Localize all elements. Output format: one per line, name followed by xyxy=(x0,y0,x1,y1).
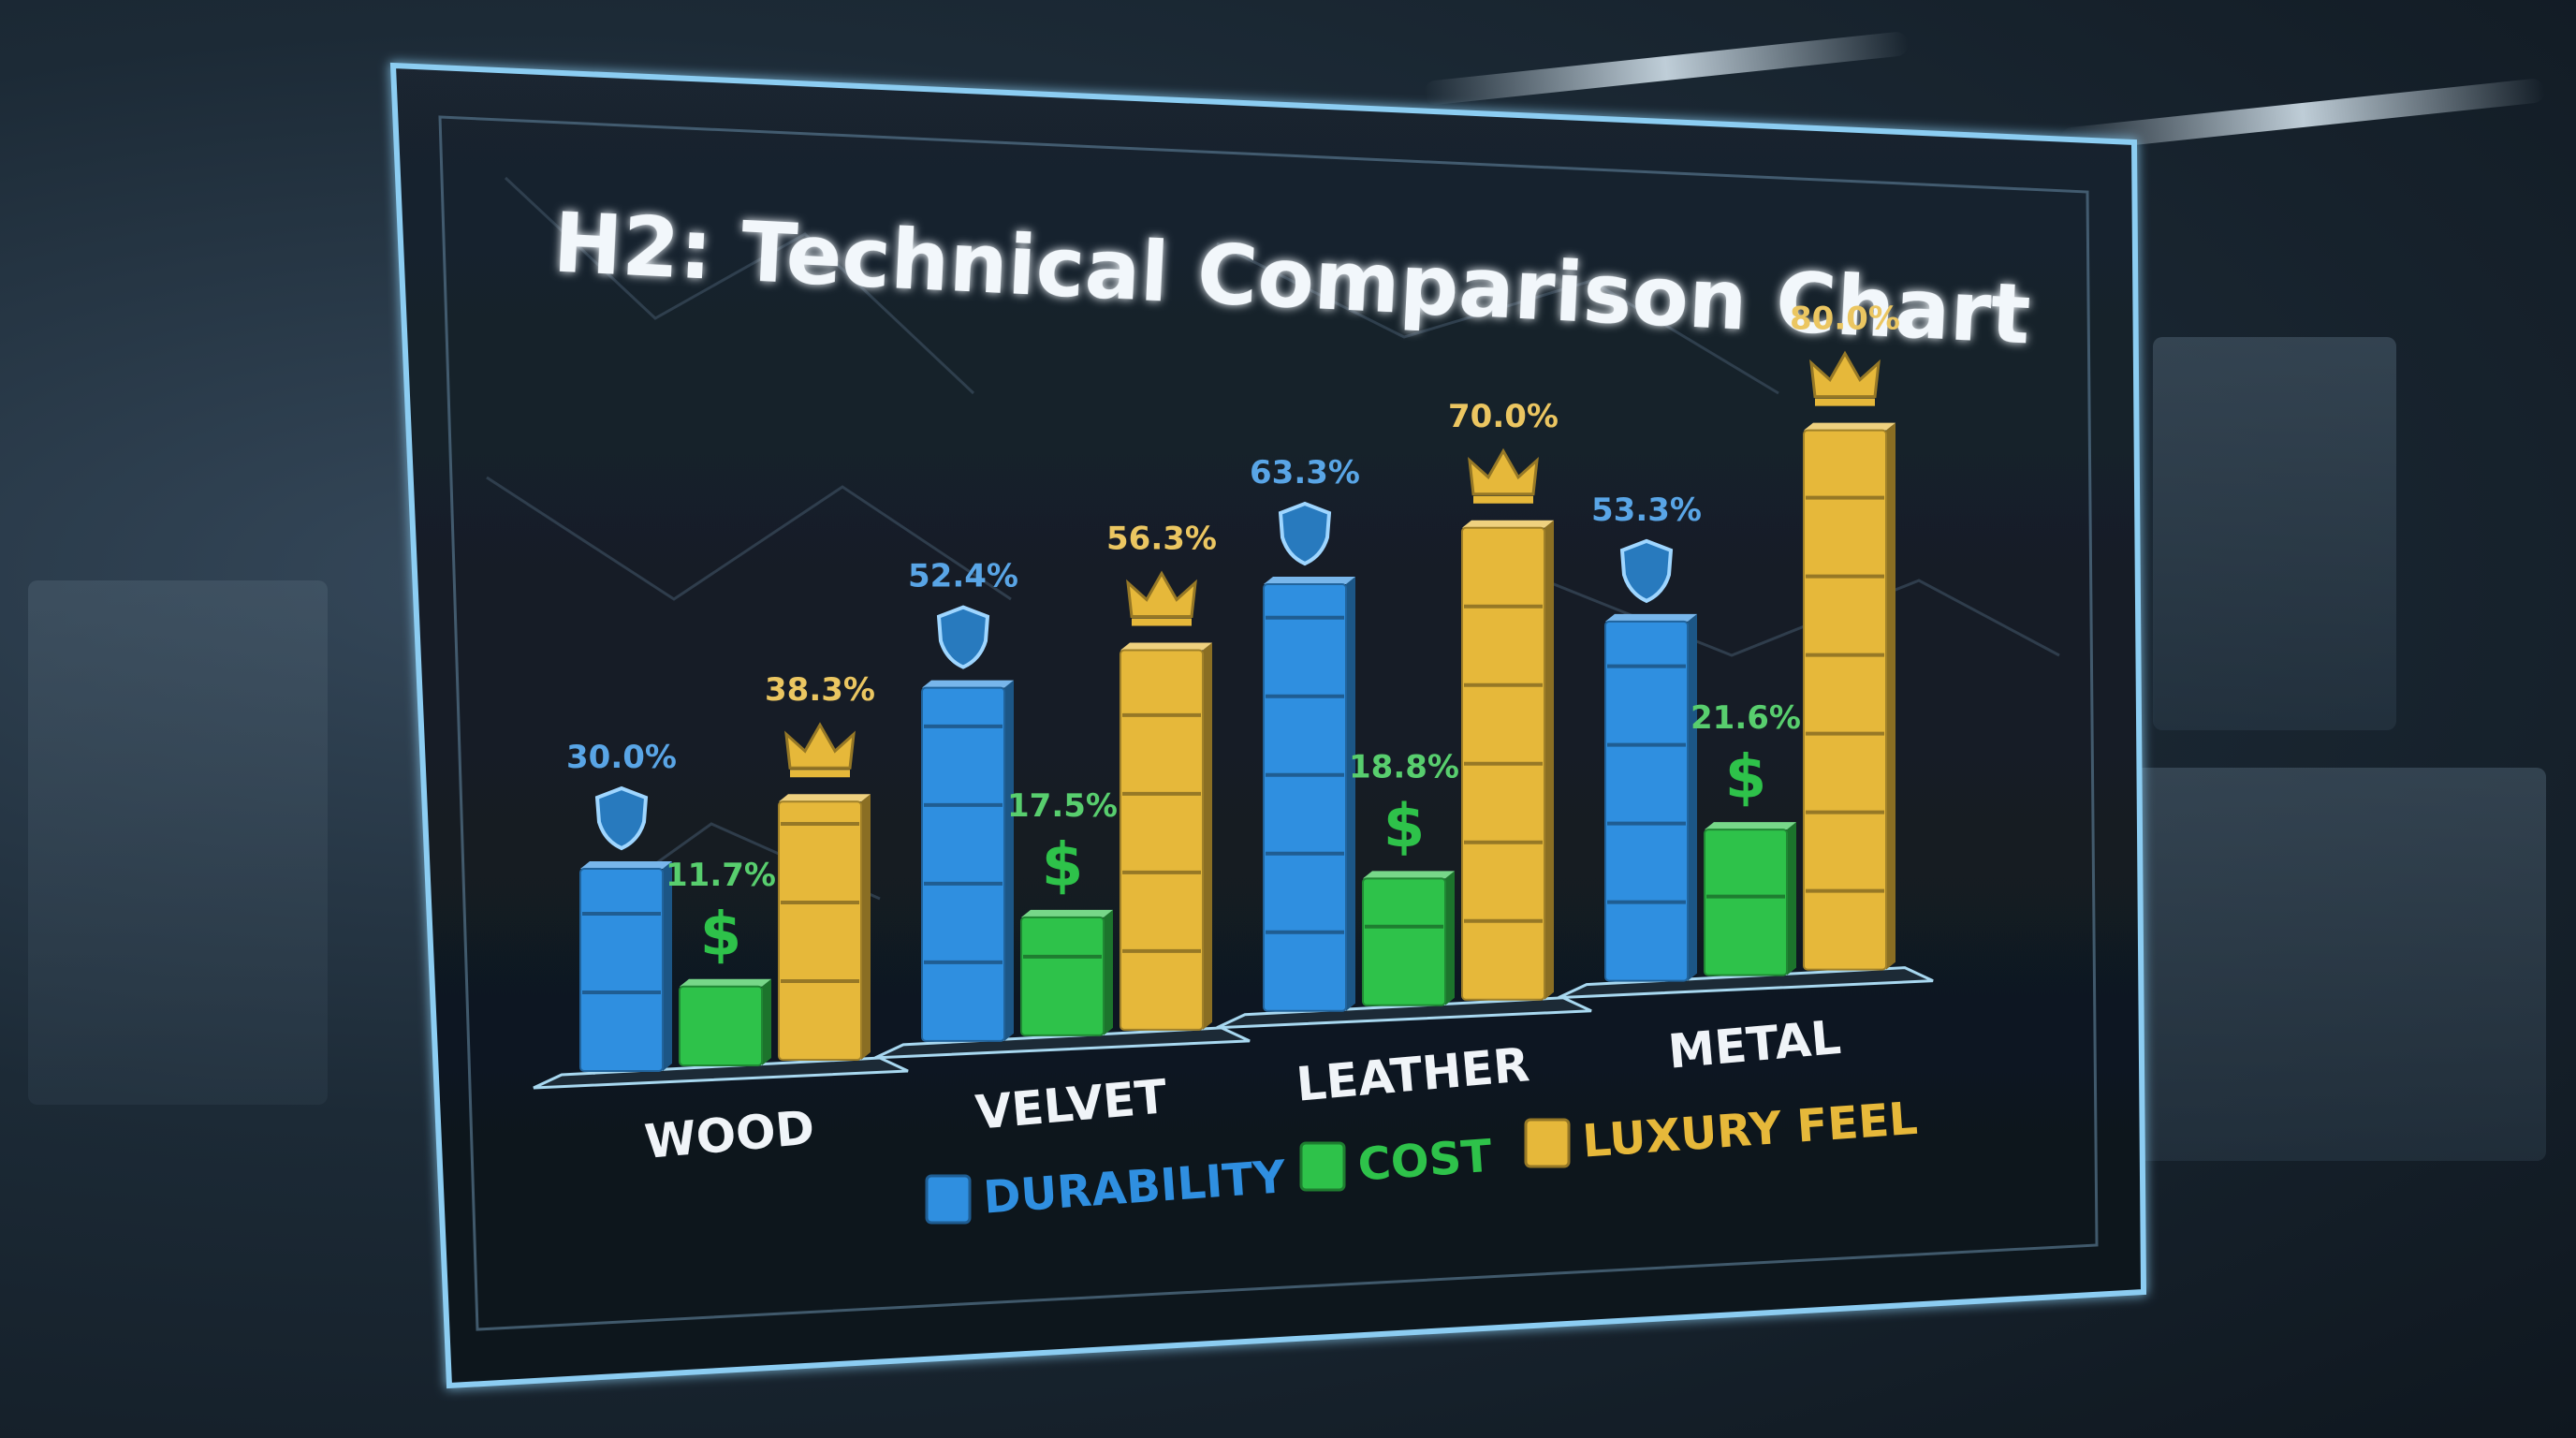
shield-icon xyxy=(1619,538,1674,604)
bar-side xyxy=(1787,822,1796,976)
bar-top xyxy=(922,680,1014,688)
legend-swatch xyxy=(1524,1118,1571,1168)
bar-side xyxy=(1445,871,1455,1005)
value-label: 18.8% xyxy=(1349,748,1459,785)
dollar-icon: $ xyxy=(1042,831,1084,901)
bar-cost: $17.5% xyxy=(1007,787,1118,1036)
value-label: 52.4% xyxy=(908,558,1018,595)
bar-top xyxy=(1705,822,1796,830)
crown-icon xyxy=(1468,448,1539,496)
value-label: 17.5% xyxy=(1007,787,1118,825)
bar-front xyxy=(1020,916,1105,1036)
bar-top xyxy=(1363,871,1455,879)
value-label: 38.3% xyxy=(765,671,875,709)
bar-side xyxy=(663,861,672,1071)
shield-icon xyxy=(936,605,990,669)
shield-icon xyxy=(1278,501,1332,566)
value-label: 11.7% xyxy=(666,857,776,894)
bar-front xyxy=(679,985,763,1067)
bar-front xyxy=(1120,649,1204,1031)
bar-top xyxy=(1120,642,1212,651)
bar-durability: 52.4% xyxy=(908,558,1018,1042)
category-base-platform xyxy=(1558,966,1934,1000)
bar-front xyxy=(778,800,862,1061)
category-group-wood: 30.0%$11.7%38.3%WOOD xyxy=(533,671,909,1169)
bar-side xyxy=(1004,680,1014,1041)
crown-icon xyxy=(1126,570,1197,619)
bar-luxury-feel: 70.0% xyxy=(1448,398,1559,1001)
legend-item-cost: COST xyxy=(1299,1130,1494,1192)
bar-side xyxy=(1544,520,1554,1000)
crown-base xyxy=(1473,495,1533,504)
bar-front xyxy=(1803,429,1887,971)
bar-durability: 63.3% xyxy=(1250,454,1360,1012)
crown-icon xyxy=(1809,350,1881,399)
crown-base xyxy=(790,770,850,778)
dollar-icon: $ xyxy=(1383,792,1426,861)
background-cabinet xyxy=(2134,768,2546,1161)
bar-cost: $11.7% xyxy=(666,857,776,1067)
value-label: 30.0% xyxy=(566,739,677,776)
dollar-icon: $ xyxy=(1725,743,1767,813)
bar-durability: 30.0% xyxy=(566,739,677,1072)
crown-base xyxy=(1132,618,1192,626)
bar-side xyxy=(861,794,871,1060)
category-group-leather: 63.3%$18.8%70.0%LEATHER xyxy=(1216,398,1592,1112)
crown-icon xyxy=(784,722,856,770)
bar-front xyxy=(1604,620,1689,982)
bar-top xyxy=(580,861,672,869)
bar-front xyxy=(1704,829,1788,976)
bar-top xyxy=(1264,577,1355,584)
bar-top xyxy=(779,794,871,802)
value-label: 80.0% xyxy=(1790,301,1900,338)
value-label: 70.0% xyxy=(1448,398,1559,435)
bar-luxury-feel: 38.3% xyxy=(765,671,875,1061)
value-label: 56.3% xyxy=(1106,521,1217,558)
dollar-icon: $ xyxy=(700,901,742,970)
value-label: 53.3% xyxy=(1591,492,1702,529)
legend-swatch xyxy=(1299,1141,1346,1192)
background-machine xyxy=(28,580,328,1105)
value-label: 21.6% xyxy=(1690,699,1801,737)
bar-cost: $21.6% xyxy=(1690,699,1801,976)
bar-cost: $18.8% xyxy=(1349,748,1459,1006)
bar-top xyxy=(1021,909,1113,917)
legend-label: COST xyxy=(1356,1130,1494,1192)
value-label: 63.3% xyxy=(1250,454,1360,492)
panel-inner-border xyxy=(438,115,2099,1331)
crown-base xyxy=(1815,398,1875,406)
bar-top xyxy=(1462,520,1554,528)
shield-icon xyxy=(594,785,649,851)
bar-front xyxy=(1362,877,1446,1006)
bar-side xyxy=(1203,642,1212,1030)
legend-swatch xyxy=(925,1174,972,1225)
bar-top xyxy=(1804,422,1895,431)
bar-front xyxy=(579,868,664,1072)
bar-side xyxy=(1104,909,1113,1035)
bar-luxury-feel: 80.0% xyxy=(1790,301,1900,971)
category-group-velvet: 52.4%$17.5%56.3%VELVET xyxy=(874,521,1251,1140)
bar-side xyxy=(1346,577,1355,1011)
bar-luxury-feel: 56.3% xyxy=(1106,521,1217,1031)
bar-top xyxy=(680,978,771,987)
bar-side xyxy=(1688,613,1697,981)
bar-front xyxy=(921,686,1005,1042)
bar-front xyxy=(1263,583,1347,1012)
bar-side xyxy=(1886,422,1895,970)
bar-durability: 53.3% xyxy=(1591,492,1702,982)
bar-top xyxy=(1605,613,1697,622)
bar-side xyxy=(762,978,771,1065)
background-monitor xyxy=(2153,337,2396,730)
